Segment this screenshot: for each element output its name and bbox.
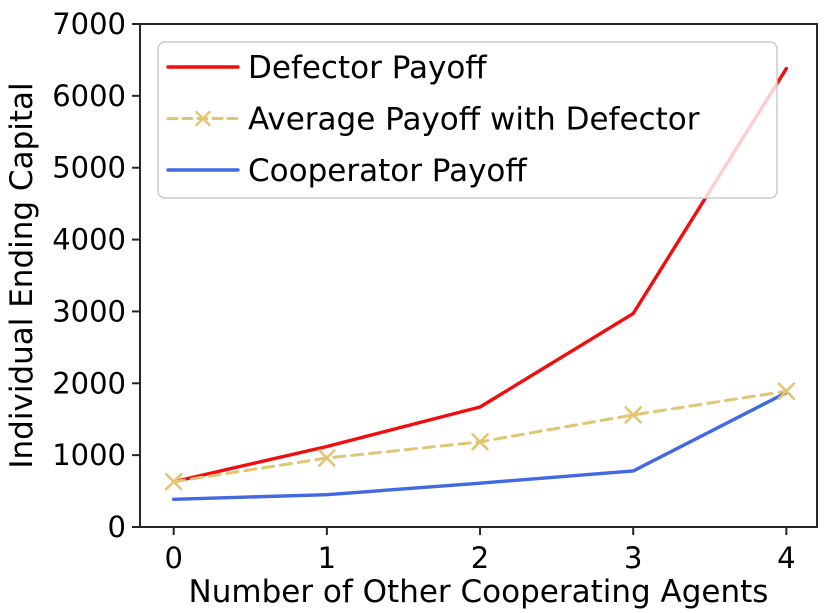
x-axis-label: Number of Other Cooperating Agents: [189, 574, 769, 610]
series-line-average-payoff-with-defector: [172, 389, 788, 484]
x-tick-label: 4: [777, 541, 795, 575]
series-line-defector-payoff: [171, 66, 789, 484]
legend: Defector Payoff Average Payoff with Defec…: [157, 41, 778, 199]
y-tick-label: 2000: [52, 366, 126, 400]
x-tick-label: 3: [624, 541, 642, 575]
y-tick-label: 7000: [52, 7, 126, 41]
series-markers-average-payoff-with-defector: [164, 382, 796, 491]
x-tick-label: 0: [164, 541, 182, 575]
plot-area: [139, 23, 818, 528]
y-axis-label: Individual Ending Capital: [4, 82, 40, 468]
legend-box: [157, 41, 778, 199]
y-tick-label: 4000: [52, 223, 126, 257]
series-line-cooperator-payoff: [171, 390, 789, 502]
y-tick-label: 0: [108, 510, 126, 544]
y-tick-label: 6000: [52, 79, 126, 113]
legend-label-cooperator-payoff: Cooperator Payoff: [248, 153, 527, 189]
x-marker: [777, 382, 796, 400]
y-tick-label: 5000: [52, 151, 126, 185]
legend-marker-x: [195, 110, 211, 127]
x-marker: [624, 406, 642, 424]
x-marker: [471, 433, 489, 451]
legend-label-defector-payoff: Defector Payoff: [248, 50, 487, 86]
y-tick-label: 3000: [52, 294, 126, 328]
x-tick-label: 2: [471, 541, 489, 575]
x-marker: [164, 472, 183, 491]
x-marker: [318, 449, 336, 467]
x-tick-label: 1: [318, 541, 336, 575]
y-tick-label: 1000: [52, 438, 126, 472]
legend-label-average-payoff-with-defector: Average Payoff with Defector: [248, 102, 700, 138]
